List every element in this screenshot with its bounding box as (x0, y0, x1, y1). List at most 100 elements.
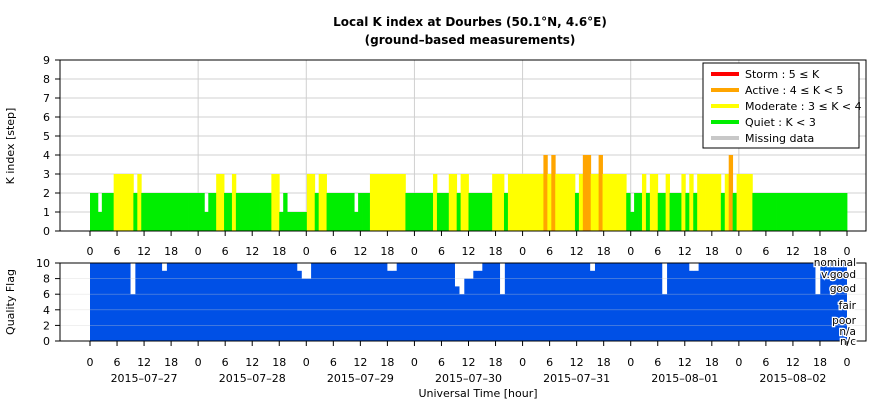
kindex-bar (346, 193, 351, 231)
quality-date-label: 2015–07–27 (111, 372, 178, 385)
kindex-x-tick-label: 0 (411, 245, 418, 258)
kindex-bar (133, 193, 138, 231)
kindex-bar (535, 174, 540, 231)
kindex-bar (472, 193, 477, 231)
kindex-x-tick-label: 6 (330, 245, 337, 258)
kindex-bar (362, 193, 367, 231)
kindex-bar (204, 212, 209, 231)
kindex-bar (586, 155, 592, 231)
kindex-bar (551, 155, 556, 231)
kindex-bar (594, 174, 600, 231)
kindex-bar (287, 212, 292, 231)
kindex-y-tick-label: 2 (43, 187, 50, 200)
kindex-bar (661, 193, 667, 231)
kindex-y-tick-label: 9 (43, 54, 50, 67)
kindex-x-tick-label: 18 (489, 245, 503, 258)
quality-gridlines (60, 278, 866, 326)
legend-label: Missing data (745, 132, 814, 145)
kindex-bar (377, 174, 383, 231)
kindex-plot-frame (59, 59, 867, 232)
quality-x-tick-label: 0 (844, 356, 851, 369)
kindex-bar (641, 174, 647, 231)
kindex-bar (231, 174, 237, 231)
kindex-bar (137, 174, 142, 231)
kindex-bar (685, 193, 690, 231)
kindex-bar (567, 174, 572, 231)
kindex-bar (819, 193, 824, 231)
kindex-bar (326, 193, 331, 231)
kindex-bar (657, 193, 663, 231)
kindex-bar (109, 193, 115, 231)
kindex-bar (129, 174, 134, 231)
quality-category-label: n/a (839, 326, 856, 338)
kindex-bar (649, 174, 655, 231)
kindex-bar (791, 193, 797, 231)
quality-x-tick-label: 18 (489, 356, 503, 369)
kindex-bar (322, 174, 327, 231)
kindex-bar (393, 174, 398, 231)
kindex-bar (239, 193, 245, 231)
kindex-bar (614, 174, 619, 231)
kindex-bar (460, 174, 465, 231)
kindex-bar (578, 174, 584, 231)
kindex-bar (831, 193, 836, 231)
kindex-bar (507, 174, 513, 231)
kindex-bar (157, 193, 162, 231)
kindex-bar (291, 212, 296, 231)
quality-dip (693, 263, 699, 271)
kindex-bar (807, 193, 812, 231)
kindex-x-tick-label: 12 (353, 245, 367, 258)
kindex-bar (783, 193, 789, 231)
kindex-bar (413, 193, 418, 231)
kindex-bar (716, 174, 722, 231)
quality-dip (477, 263, 483, 271)
kindex-bar (235, 193, 241, 231)
quality-x-tick-label: 12 (570, 356, 584, 369)
kindex-x-tick-label: 0 (844, 245, 851, 258)
quality-x-tick-label: 12 (786, 356, 800, 369)
kindex-bar (515, 174, 521, 231)
kindex-x-tick-label: 0 (519, 245, 526, 258)
kindex-bar (172, 193, 178, 231)
quality-x-tick-label: 0 (519, 356, 526, 369)
kindex-bar (669, 193, 674, 231)
quality-date-label: 2015–07–28 (219, 372, 286, 385)
kindex-bar (602, 174, 607, 231)
kindex-bar (496, 174, 501, 231)
kindex-bar (630, 212, 635, 231)
quality-x-tick-label: 18 (164, 356, 178, 369)
kindex-bar (701, 174, 706, 231)
quality-dip (590, 263, 595, 271)
kindex-bar (417, 193, 422, 231)
kindex-bar (436, 193, 442, 231)
quality-plot-frame (59, 262, 867, 342)
quality-category-label: nominal (814, 257, 856, 269)
kindex-bar (653, 174, 659, 231)
kindex-bar (555, 174, 560, 231)
kindex-bar (452, 174, 458, 231)
kindex-bar (425, 193, 430, 231)
kindex-bar (779, 193, 785, 231)
kindex-x-tick-label: 18 (272, 245, 286, 258)
legend-label: Quiet : K < 3 (745, 116, 816, 129)
quality-date-label: 2015–07–29 (327, 372, 394, 385)
kindex-bar (188, 193, 193, 231)
kindex-bar (815, 193, 820, 231)
kindex-bar (839, 193, 844, 231)
kindex-y-tick-label: 5 (43, 130, 50, 143)
kindex-y-tick-label: 6 (43, 111, 50, 124)
kindex-bar (697, 174, 702, 231)
kindex-bar (709, 174, 714, 231)
kindex-bar (397, 174, 402, 231)
kindex-bar (665, 174, 670, 231)
kindex-x-tick-label: 0 (303, 245, 310, 258)
kindex-bar (484, 193, 489, 231)
kindex-bar (365, 193, 371, 231)
kindex-bar (488, 193, 493, 231)
kindex-bar (168, 193, 174, 231)
kindex-bar (547, 174, 552, 231)
quality-x-tick-label: 6 (762, 356, 769, 369)
kindex-y-axis-label: K index [step] (4, 108, 17, 185)
kindex-bar (358, 193, 363, 231)
kindex-bar (310, 174, 316, 231)
